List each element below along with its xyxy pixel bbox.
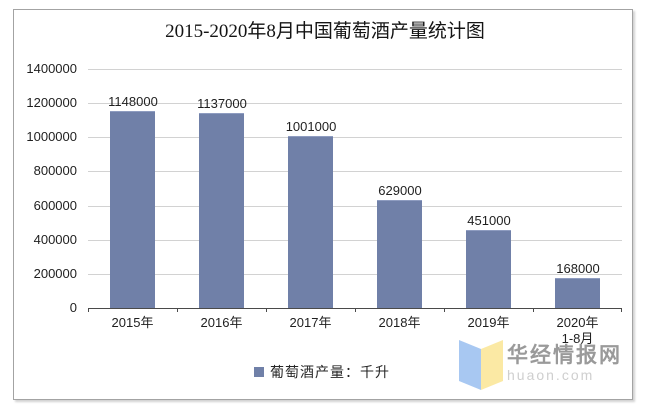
x-axis-tick [88,308,89,312]
y-tick-label: 600000 [33,198,77,213]
huaon-logo-icon [459,340,503,390]
legend-label: 葡萄酒产量：千升 [270,364,390,380]
x-axis-tick [266,308,267,312]
x-axis-tick [533,308,534,312]
watermark: 华经情报网 huaon.com [459,340,629,390]
y-tick-label: 800000 [33,163,77,178]
x-axis-tick [621,308,622,312]
bar-2017年 [288,136,333,308]
bar-2018年 [377,200,422,308]
bar-value-label: 1148000 [108,94,158,109]
x-axis-labels: 2015年 2016年 2017年 2018年 2019年 2020年 1-8月 [88,315,622,347]
y-tick-label: 400000 [33,232,77,247]
logo-right-page [481,340,503,390]
watermark-name: 华经情报网 [507,344,622,367]
bar-value-label: 1137000 [197,96,247,111]
x-category-label: 2016年 [200,315,243,330]
gridline [88,240,622,241]
x-axis-tick [444,308,445,312]
bar-2015年 [110,111,155,308]
watermark-text: 华经情报网 huaon.com [507,344,631,383]
x-category-label: 2015年 [111,315,154,330]
x-axis-tick [177,308,178,312]
x-category-label: 2017年 [289,315,332,330]
bar-value-label: 1001000 [285,119,337,134]
y-axis-labels: 0 200000 400000 600000 800000 1000000 1200000 1… [13,62,77,315]
plot-area: 1148000 1137000 1001000 629000 451000 168000 [88,69,622,312]
y-tick-label: 200000 [33,266,77,281]
legend: 葡萄酒产量：千升 [13,362,631,382]
watermark-domain: huaon.com [507,367,595,383]
y-tick-label: 1200000 [26,95,77,110]
x-category-label: 2018年 [378,315,421,330]
gridline [88,274,622,275]
gridline [88,137,622,138]
bar-2020年 [555,278,600,308]
y-tick-label: 0 [69,300,77,315]
bar-value-label: 629000 [378,183,422,198]
bar-value-label: 168000 [556,261,600,276]
y-tick-label: 1000000 [26,129,77,144]
bar-value-label: 451000 [467,213,511,228]
x-axis-tick [355,308,356,312]
y-tick-label: 1400000 [26,61,77,76]
legend-marker-icon [254,367,264,377]
bar-2019年 [466,230,511,308]
logo-left-page [459,340,481,390]
x-category-label: 2020年 1-8月 [556,315,599,346]
x-category-label: 2019年 [467,315,510,330]
chart-title: 2015-2020年8月中国葡萄酒产量统计图 [165,21,485,42]
bar-2016年 [199,113,244,308]
gridline [88,69,622,70]
gridline [88,206,622,207]
gridline [88,171,622,172]
gridline [88,103,622,104]
